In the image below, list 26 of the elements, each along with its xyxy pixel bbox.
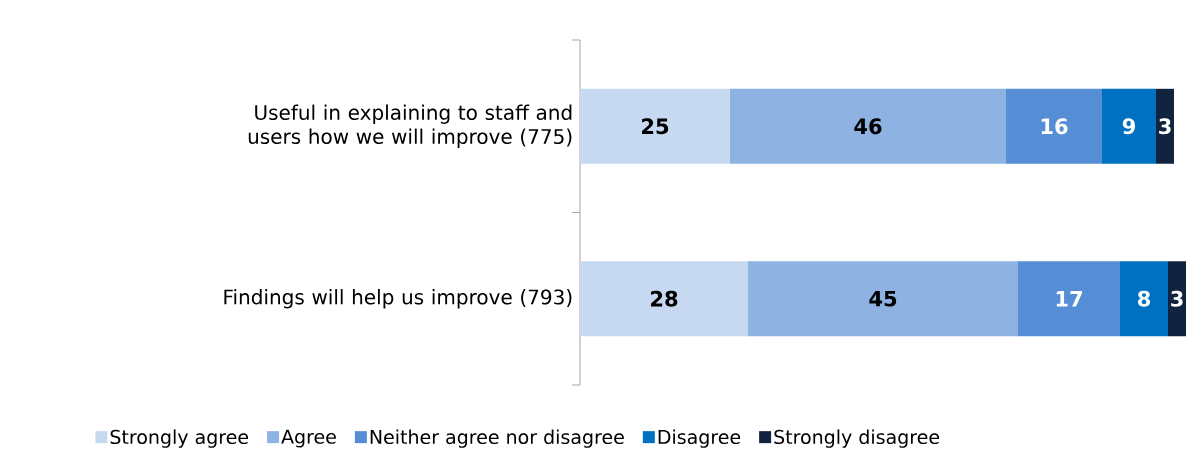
bar [730,88,1006,164]
bar [1120,261,1169,337]
bar [1006,88,1103,164]
legend-label: Strongly disagree [774,429,940,448]
bar [580,88,730,164]
data-label: 28 [651,290,678,307]
data-label: 46 [854,118,882,135]
bar [1156,88,1175,164]
data-label: 8 [1137,290,1151,307]
data-label: 16 [1041,118,1068,135]
data-label: 25 [642,118,669,135]
data-label: 45 [869,290,897,307]
legend-label: Disagree [658,429,741,448]
legend-label: Agree [281,429,336,448]
data-label: 9 [1122,118,1135,135]
y-tick-label: Useful in explaining to staff and users how we will improve (775) [248,104,572,148]
y-tick-label: Findings will help us improve (793) [224,289,572,309]
bar [1102,88,1157,164]
data-label: 3 [1159,118,1171,135]
bar [580,261,748,337]
legend-label: Strongly agree [110,429,249,448]
legend-label: Neither agree nor disagree [370,429,624,448]
bar [1018,261,1121,337]
data-label: 17 [1056,291,1082,307]
data-label: 3 [1171,290,1183,307]
bar [748,261,1018,337]
